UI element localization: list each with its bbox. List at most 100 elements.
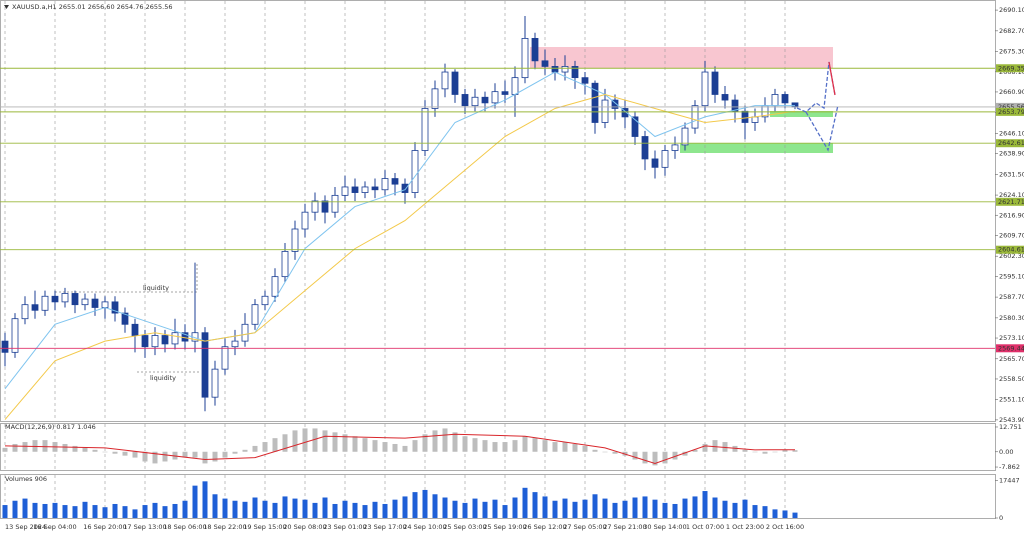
line bbox=[4, 71, 795, 390]
candle-body bbox=[161, 335, 169, 345]
candle-body bbox=[481, 96, 489, 104]
bar bbox=[392, 443, 398, 452]
bar bbox=[552, 500, 558, 518]
bar bbox=[332, 432, 338, 452]
bar bbox=[372, 501, 378, 518]
candle-body bbox=[251, 304, 259, 325]
bar bbox=[302, 499, 308, 518]
bar bbox=[362, 438, 368, 452]
candle-body bbox=[261, 295, 269, 306]
bar bbox=[332, 503, 338, 518]
bar bbox=[452, 432, 458, 452]
bar bbox=[602, 451, 608, 453]
bar bbox=[752, 451, 758, 453]
candle-body bbox=[451, 71, 459, 95]
y-tick-label: 2609.70 bbox=[999, 231, 1024, 239]
bar bbox=[2, 505, 8, 518]
y-tick-label: -7.862 bbox=[999, 463, 1020, 471]
bar bbox=[642, 451, 648, 464]
bar bbox=[552, 442, 558, 452]
bar bbox=[532, 492, 538, 518]
candle-body bbox=[731, 99, 739, 112]
bar bbox=[722, 442, 728, 452]
bar bbox=[522, 487, 528, 518]
candle-body bbox=[631, 116, 639, 137]
candle-body bbox=[241, 323, 249, 342]
bar bbox=[692, 496, 698, 518]
bar bbox=[202, 451, 208, 464]
y-tick-label: 2580.30 bbox=[999, 314, 1024, 322]
bar bbox=[532, 438, 538, 452]
bar bbox=[482, 501, 488, 518]
bar bbox=[682, 498, 688, 518]
y-tick-label: 12.751 bbox=[999, 423, 1022, 431]
bar bbox=[412, 440, 418, 452]
y-tick-label: 2543.90 bbox=[999, 416, 1024, 424]
bar bbox=[662, 502, 668, 518]
y-tick-label: 2602.30 bbox=[999, 252, 1024, 260]
bar bbox=[152, 451, 158, 464]
bar bbox=[742, 499, 748, 518]
bar bbox=[82, 501, 88, 518]
candle-body bbox=[691, 105, 699, 129]
bar bbox=[432, 494, 438, 518]
candle-body bbox=[661, 150, 669, 168]
candle-body bbox=[1, 340, 9, 353]
bar bbox=[292, 430, 298, 452]
bar bbox=[702, 491, 708, 518]
bar bbox=[102, 451, 108, 453]
bar bbox=[2, 447, 8, 452]
bar bbox=[142, 451, 148, 462]
bar bbox=[112, 503, 118, 518]
bar bbox=[782, 510, 788, 518]
bar bbox=[652, 499, 658, 518]
bar bbox=[112, 451, 118, 454]
candle-body bbox=[311, 200, 319, 213]
candle-body bbox=[651, 158, 659, 168]
bar bbox=[12, 443, 18, 452]
x-tick-label: 20 Sep 08:00 bbox=[283, 523, 326, 531]
bar bbox=[582, 445, 588, 452]
bar bbox=[62, 443, 68, 452]
y-tick-label: 2646.10 bbox=[999, 129, 1024, 137]
candle-body bbox=[721, 94, 729, 101]
x-tick-label: 27 Sep 05:00 bbox=[563, 523, 606, 531]
bar bbox=[482, 440, 488, 452]
bar bbox=[502, 442, 508, 452]
candle-body bbox=[671, 144, 679, 151]
bar bbox=[72, 445, 78, 452]
level-tag bbox=[996, 344, 1024, 353]
bar bbox=[712, 440, 718, 452]
bar bbox=[512, 440, 518, 452]
level-label: 2621.71 bbox=[998, 198, 1024, 206]
bar bbox=[502, 505, 508, 518]
bar bbox=[162, 451, 168, 462]
bar bbox=[252, 497, 258, 518]
y-tick-label: 2624.10 bbox=[999, 191, 1024, 199]
y-tick-label: 2573.10 bbox=[999, 334, 1024, 342]
candle-body bbox=[151, 335, 159, 348]
bar bbox=[122, 451, 128, 456]
bar bbox=[312, 428, 318, 452]
bar bbox=[222, 498, 228, 518]
bar bbox=[672, 451, 678, 460]
candle-body bbox=[351, 186, 359, 193]
bar bbox=[152, 502, 158, 518]
bar bbox=[562, 442, 568, 452]
candle-body bbox=[531, 38, 539, 62]
bar bbox=[442, 497, 448, 518]
candle-body bbox=[61, 293, 69, 303]
bar bbox=[62, 505, 68, 518]
bar bbox=[652, 451, 658, 466]
candle-body bbox=[771, 94, 779, 107]
y-tick-label: 0.00 bbox=[999, 448, 1013, 456]
candle-body bbox=[231, 340, 239, 348]
bar bbox=[562, 498, 568, 518]
candle-body bbox=[621, 108, 629, 118]
level-label: 2569.44 bbox=[998, 344, 1024, 352]
bar bbox=[762, 506, 768, 518]
candle-body bbox=[751, 116, 759, 123]
y-tick-label: 2558.50 bbox=[999, 375, 1024, 383]
bar bbox=[142, 505, 148, 518]
candle-body bbox=[521, 38, 529, 79]
